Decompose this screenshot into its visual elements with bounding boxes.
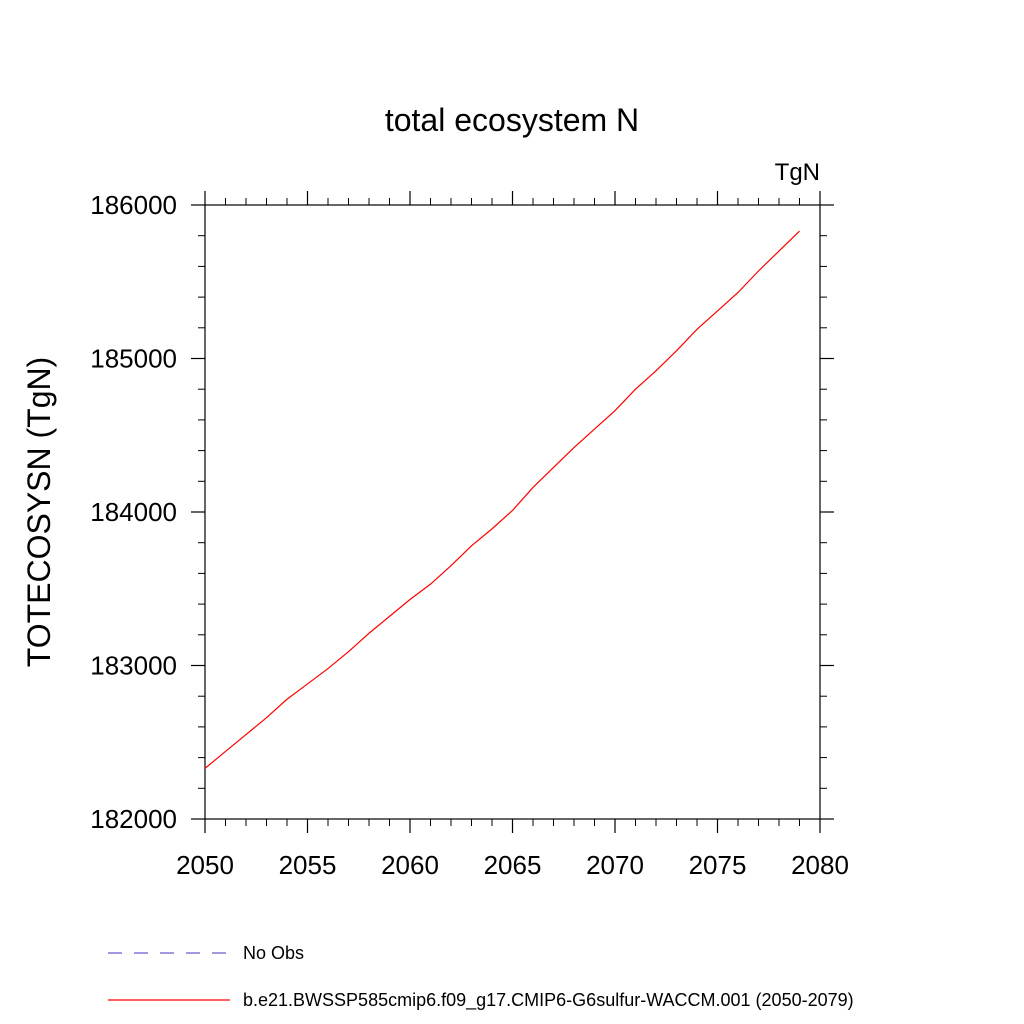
x-tick-label: 2080 (791, 850, 849, 880)
x-tick-label: 2065 (484, 850, 542, 880)
series-layer (204, 230, 800, 769)
legend-label-1: b.e21.BWSSP585cmip6.f09_g17.CMIP6-G6sulf… (243, 990, 854, 1011)
plot-axes: 2050 2055 2060 2065 2070 2075 2080 182000 183000… (90, 190, 849, 880)
y-tick-label: 184000 (90, 497, 177, 527)
chart-title: total ecosystem N (385, 102, 639, 138)
x-tick-label: 2060 (381, 850, 439, 880)
y-tick-label: 182000 (90, 804, 177, 834)
y-axis-label: TOTECOSYSN (TgN) (21, 357, 57, 668)
legend: No Obs b.e21.BWSSP585cmip6.f09_g17.CMIP6-… (108, 943, 854, 1011)
legend-label-0: No Obs (243, 943, 304, 963)
units-label: TgN (775, 159, 820, 186)
x-tick-label: 2050 (176, 850, 234, 880)
y-tick-label: 186000 (90, 190, 177, 220)
y-tick-label: 185000 (90, 344, 177, 374)
x-tick-label: 2055 (279, 850, 337, 880)
x-tick-label: 2075 (689, 850, 747, 880)
plot-frame (204, 204, 821, 820)
y-tick-label: 183000 (90, 651, 177, 681)
series-line-1 (204, 230, 800, 769)
x-tick-label: 2070 (586, 850, 644, 880)
